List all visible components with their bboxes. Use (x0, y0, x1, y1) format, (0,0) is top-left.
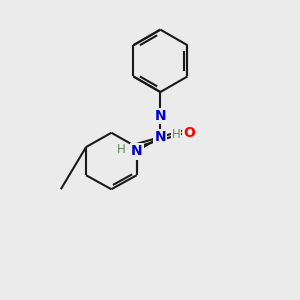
Text: N: N (131, 145, 142, 158)
Text: O: O (183, 126, 195, 140)
Text: N: N (154, 109, 166, 123)
Text: N: N (154, 130, 166, 144)
Text: H: H (172, 128, 180, 141)
Text: H: H (117, 142, 125, 156)
